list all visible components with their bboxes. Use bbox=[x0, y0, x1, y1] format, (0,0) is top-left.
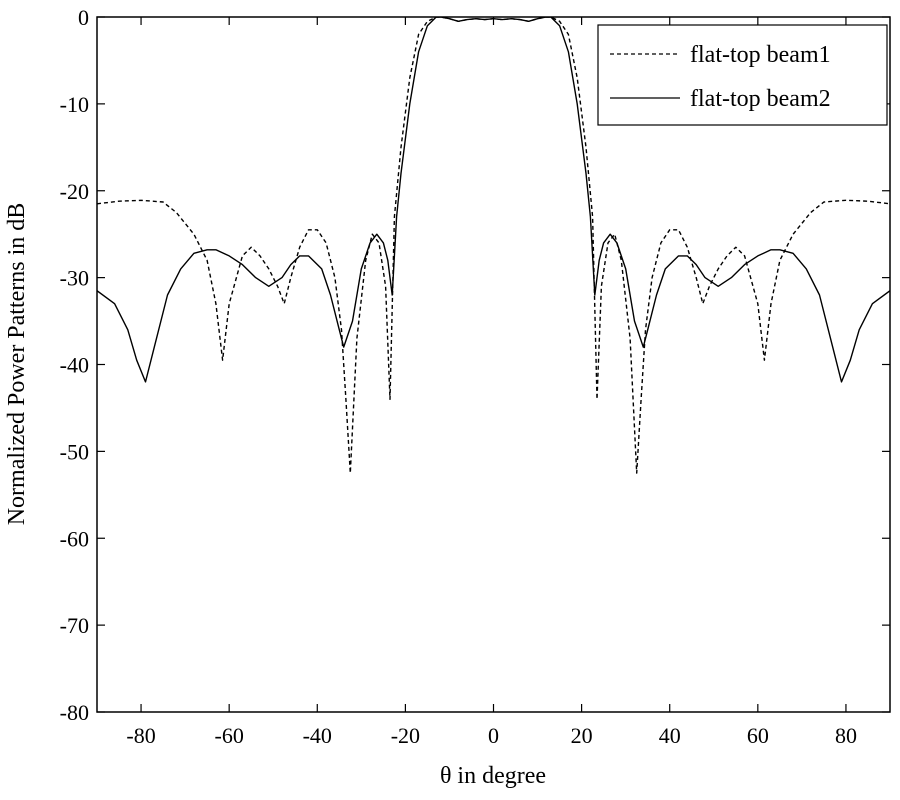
legend-label-beam1: flat-top beam1 bbox=[690, 42, 831, 68]
x-tick-label: 0 bbox=[488, 723, 499, 748]
legend-box bbox=[597, 24, 888, 126]
legend-label-beam2: flat-top beam2 bbox=[690, 86, 831, 112]
x-tick-label: -80 bbox=[126, 723, 155, 748]
x-tick-label: 40 bbox=[659, 723, 681, 748]
y-tick-label: -30 bbox=[60, 266, 89, 291]
plot-background bbox=[97, 17, 890, 712]
x-axis-label: θ in degree bbox=[440, 763, 546, 789]
y-tick-label: -10 bbox=[60, 92, 89, 117]
y-axis-label: Normalized Power Patterns in dB bbox=[4, 203, 30, 526]
y-tick-label: -70 bbox=[60, 613, 89, 638]
x-tick-label: -60 bbox=[215, 723, 244, 748]
x-tick-label: 80 bbox=[835, 723, 857, 748]
y-tick-label: -80 bbox=[60, 700, 89, 725]
y-tick-label: -40 bbox=[60, 353, 89, 378]
y-tick-label: -50 bbox=[60, 439, 89, 464]
x-tick-label: -20 bbox=[391, 723, 420, 748]
x-tick-label: 60 bbox=[747, 723, 769, 748]
y-tick-label: 0 bbox=[78, 5, 89, 30]
x-tick-label: 20 bbox=[571, 723, 593, 748]
legend: flat-top beam1 flat-top beam2 bbox=[597, 24, 888, 126]
x-tick-label: -40 bbox=[303, 723, 332, 748]
y-tick-label: -60 bbox=[60, 526, 89, 551]
y-tick-label: -20 bbox=[60, 179, 89, 204]
tick-layer: -80 -60 -40 -20 0 20 40 60 80 0 -10 -20 -30 -40 -50 -60… bbox=[60, 5, 890, 748]
